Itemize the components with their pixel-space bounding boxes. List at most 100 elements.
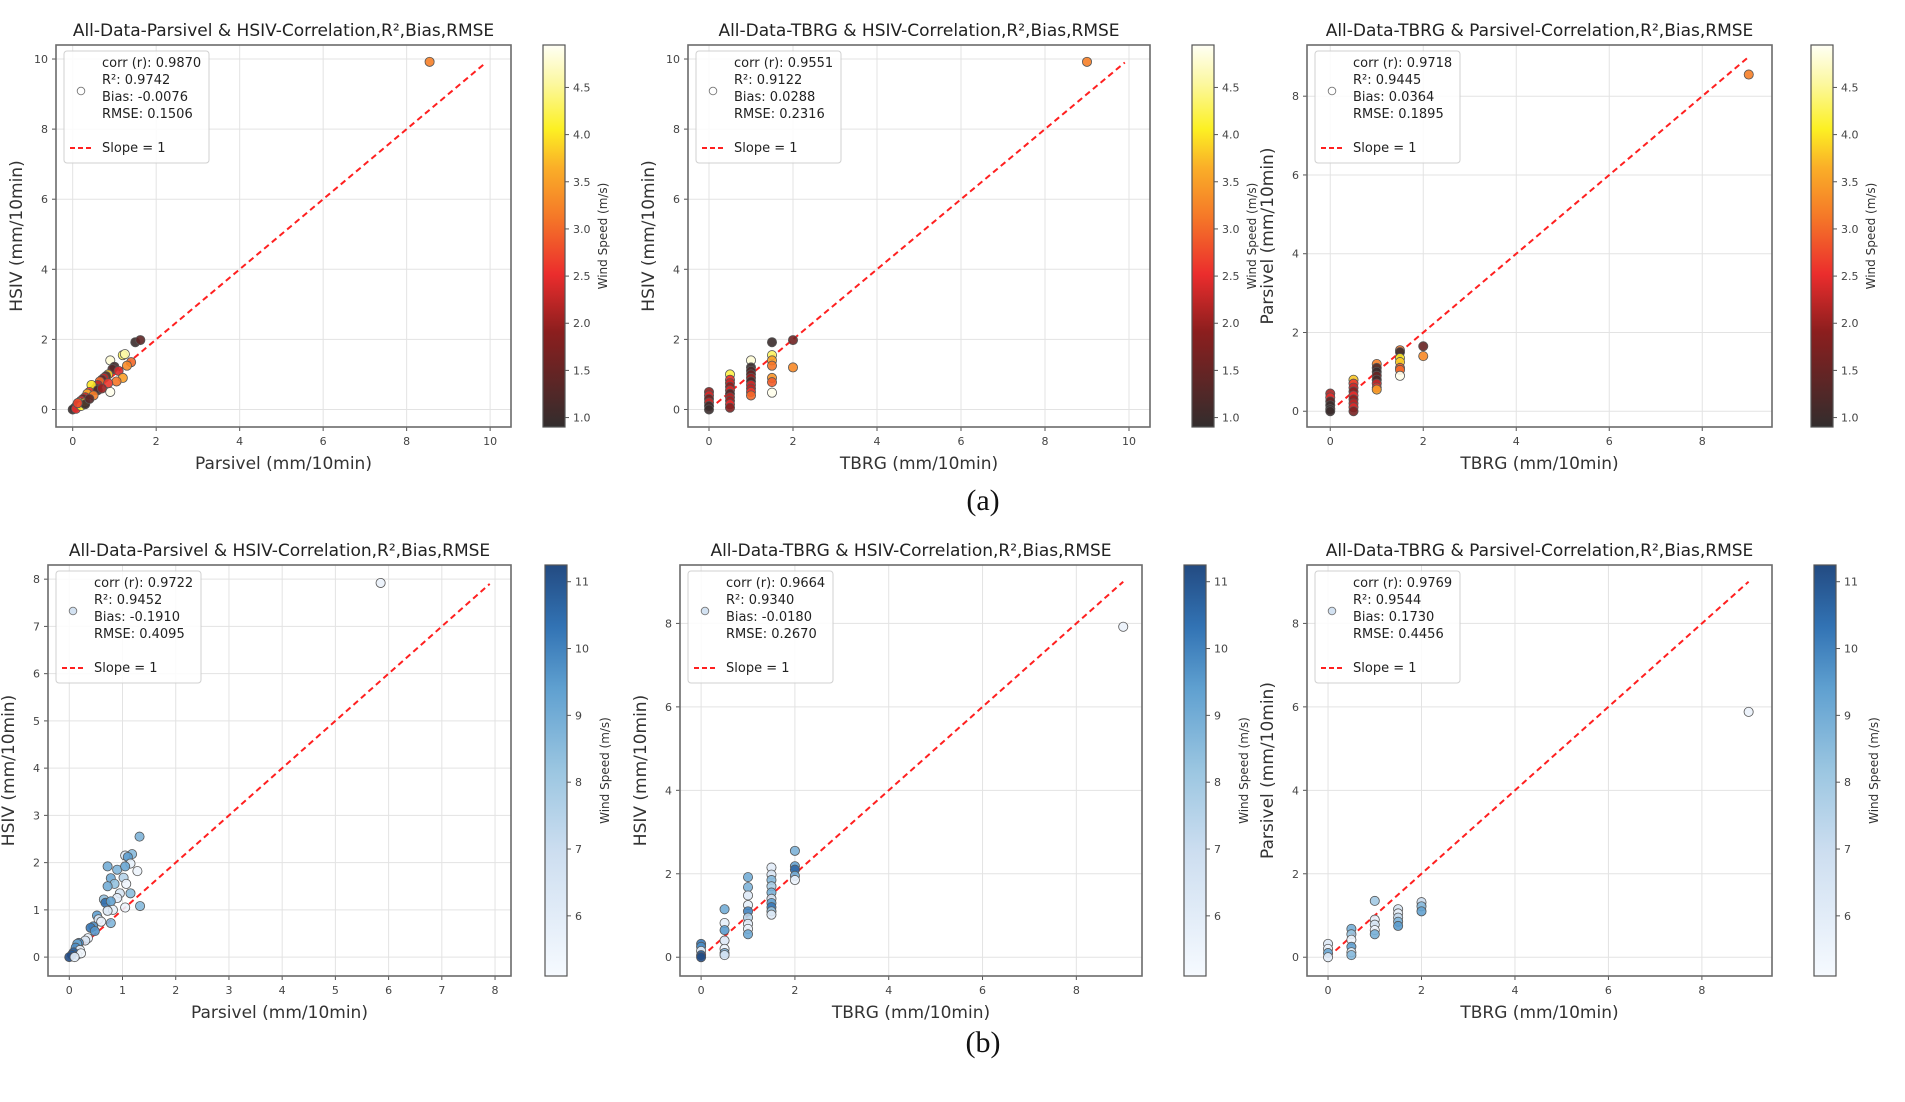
data-point [111,376,122,387]
data-point [1418,351,1429,362]
legend: corr (r): 0.9718 R²: 0.9445 Bias: 0.0364 RM… [1314,50,1461,164]
caption-a: (a) [966,484,999,517]
legend-box [55,570,202,684]
x-tick-label: 8 [1699,435,1706,448]
data-point [725,402,736,413]
x-tick-label: 6 [385,984,392,997]
x-axis-label: Parsivel (mm/10min) [191,1003,368,1023]
legend-box [1314,50,1461,164]
data-point [105,918,116,929]
y-tick-label: 8 [673,123,680,136]
x-tick-label: 4 [1513,435,1520,448]
legend-stat: RMSE: 0.2316 [734,107,825,122]
legend-stat: R²: 0.9122 [734,73,802,88]
colorbar-tick-label: 3.0 [573,223,591,236]
legend-box [687,570,834,684]
x-axis-label: TBRG (mm/10min) [831,1003,990,1023]
data-point [788,335,799,346]
x-tick-label: 6 [320,435,327,448]
data-point [1346,950,1357,961]
colorbar-tick-label: 6 [1844,910,1851,923]
y-tick-label: 6 [33,668,40,681]
legend-stat: R²: 0.9340 [726,593,794,608]
colorbar-tick-label: 6 [1214,910,1221,923]
colorbar-tick-label: 2.0 [1841,317,1859,330]
legend: corr (r): 0.9664 R²: 0.9340 Bias: -0.0180 R… [687,570,834,684]
colorbar [544,564,568,977]
colorbar-tick-label: 10 [575,643,589,656]
data-point [375,577,386,588]
legend: corr (r): 0.9870 R²: 0.9742 Bias: -0.0076 R… [63,50,210,164]
data-point [1371,384,1382,395]
y-tick-label: 6 [41,193,48,206]
x-tick-label: 1 [119,984,126,997]
colorbar-label: Wind Speed (m/s) [1864,183,1878,290]
legend: corr (r): 0.9769 R²: 0.9544 Bias: 0.1730 RM… [1314,570,1461,684]
panel-title: All-Data-TBRG & HSIV-Correlation,R²,Bias… [718,21,1119,41]
colorbar-tick-label: 2.0 [1222,317,1240,330]
y-axis-label: HSIV (mm/10min) [0,695,19,846]
x-tick-label: 4 [885,984,892,997]
colorbar-tick-label: 2.0 [573,317,591,330]
data-point [743,890,754,901]
legend-stat: Bias: 0.1730 [1353,610,1434,625]
x-tick-label: 4 [236,435,243,448]
data-point [121,878,132,889]
y-tick-label: 1 [33,904,40,917]
x-tick-label: 4 [279,984,286,997]
y-tick-label: 6 [1292,701,1299,714]
x-tick-label: 3 [225,984,232,997]
data-point [719,950,730,961]
data-point [767,337,778,348]
colorbar [1191,44,1215,428]
y-tick-label: 4 [41,263,48,276]
colorbar-tick-label: 2.5 [1222,270,1240,283]
y-tick-label: 0 [41,403,48,416]
legend-stat: RMSE: 0.2670 [726,627,817,642]
legend-stat: R²: 0.9544 [1353,593,1421,608]
colorbar-tick-label: 8 [1214,776,1221,789]
panel-title: All-Data-Parsivel & HSIV-Correlation,R²,… [69,541,490,561]
data-point [89,926,100,937]
colorbar-tick-label: 6 [575,910,582,923]
x-tick-label: 2 [791,984,798,997]
colorbar-label: Wind Speed (m/s) [598,717,612,824]
legend-marker-icon [68,606,78,616]
panel-title: All-Data-TBRG & Parsivel-Correlation,R²,… [1326,21,1754,41]
y-tick-label: 2 [1292,868,1299,881]
colorbar-tick-label: 8 [1844,776,1851,789]
slope-one-line [68,583,491,958]
colorbar-tick-label: 4.0 [573,129,591,142]
legend-stat: RMSE: 0.1895 [1353,107,1444,122]
x-tick-label: 0 [706,435,713,448]
data-point [96,916,107,927]
y-tick-label: 0 [665,951,672,964]
legend-stat: RMSE: 0.1506 [102,107,193,122]
colorbar-tick-label: 2.5 [573,270,591,283]
scatter-panel-2: All-Data-TBRG & HSIV-Correlation,R²,Bias… [639,21,1259,474]
colorbar-tick-label: 4.0 [1841,129,1859,142]
legend-marker-icon [1327,606,1337,616]
y-tick-label: 6 [1292,169,1299,182]
legend-slope-label: Slope = 1 [734,141,798,156]
data-point [1323,952,1334,963]
x-tick-label: 6 [958,435,965,448]
legend-stat: Bias: 0.0364 [1353,90,1434,105]
data-point [72,398,83,409]
x-tick-label: 0 [66,984,73,997]
x-tick-label: 6 [1605,984,1612,997]
data-point [789,875,800,886]
data-point [767,360,778,371]
colorbar-tick-label: 4.5 [573,81,591,94]
colorbar [1810,44,1834,428]
data-point [84,393,95,404]
legend-stat: Bias: 0.0288 [734,90,815,105]
legend-stat: corr (r): 0.9551 [734,56,833,71]
scatter-panel-5: All-Data-TBRG & HSIV-Correlation,R²,Bias… [631,541,1251,1023]
colorbar-tick-label: 3.5 [1841,176,1859,189]
data-point [69,952,80,963]
x-axis-label: TBRG (mm/10min) [1459,454,1618,474]
axes-frame [47,564,512,977]
data-point [767,387,778,398]
data-point [1393,920,1404,931]
